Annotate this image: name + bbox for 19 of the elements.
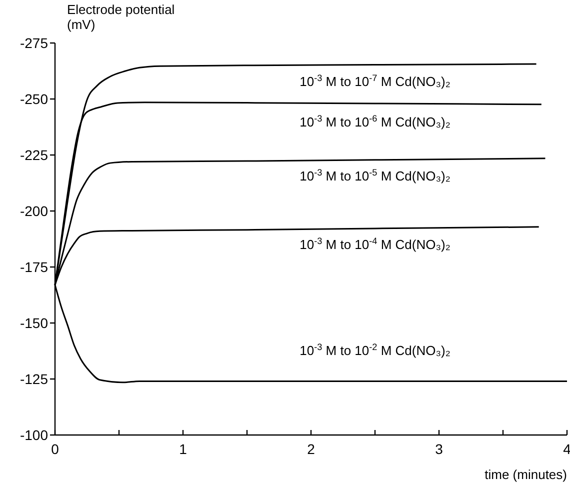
y-axis-title: Electrode potential (mV): [67, 2, 175, 32]
x-tick-label: 1: [179, 441, 188, 457]
x-axis-title: time (minutes): [484, 467, 567, 482]
y-tick-label: -225: [20, 146, 48, 163]
x-tick-label: 3: [435, 441, 444, 457]
y-tick-label: -250: [20, 90, 48, 107]
x-tick-label: 2: [307, 441, 316, 457]
y-tick-label: -200: [20, 202, 48, 219]
series-label: 10$^{-3}$ M to 10$^{-5}$ M Cd(NO₃)₂: [300, 167, 450, 184]
y-tick-label: -100: [20, 426, 48, 443]
y-tick-label: -175: [20, 258, 48, 275]
y-tick-label: -125: [20, 370, 48, 387]
y-tick-label: -275: [20, 34, 48, 51]
series-label: 10$^{-3}$ M to 10$^{-7}$ M Cd(NO₃)₂: [300, 73, 450, 90]
x-tick-label: 0: [51, 441, 60, 457]
series-label: 10$^{-3}$ M to 10$^{-4}$ M Cd(NO₃)₂: [300, 236, 450, 252]
series-label: 10$^{-3}$ M to 10$^{-6}$ M Cd(NO₃)₂: [300, 113, 450, 130]
series-label: 10$^{-3}$ M to 10$^{-2}$ M Cd(NO₃)₂: [300, 342, 450, 358]
y-tick-label: -150: [20, 314, 48, 331]
